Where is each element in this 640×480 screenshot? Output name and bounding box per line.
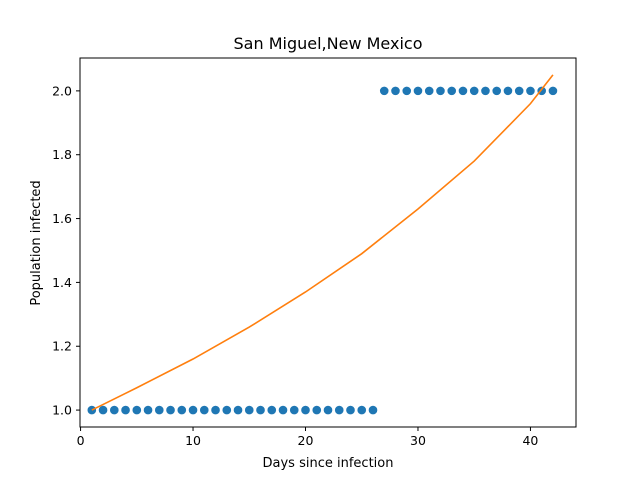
data-point [436, 86, 445, 96]
data-point [424, 86, 434, 96]
x-axis-label: Days since infection [263, 456, 394, 471]
data-point [379, 86, 389, 96]
data-point [132, 405, 142, 415]
data-point [98, 405, 108, 415]
data-point [323, 405, 333, 415]
data-point [289, 405, 299, 415]
data-point [222, 405, 232, 415]
data-point [447, 86, 457, 96]
data-point [267, 405, 277, 415]
data-point [368, 405, 378, 415]
data-point [177, 405, 187, 415]
fit-line [91, 74, 554, 411]
data-point [481, 86, 490, 96]
data-point [548, 86, 558, 96]
x-axis: 0 10 20 30 40 [77, 427, 538, 448]
y-tick-label: 2.0 [52, 83, 72, 98]
data-point [301, 405, 310, 415]
x-tick-label: 0 [77, 433, 85, 448]
plot-area [79, 57, 577, 428]
y-axis-label: Population infected [29, 180, 44, 305]
data-point [143, 405, 153, 415]
data-point [391, 86, 400, 96]
x-tick-label: 40 [522, 433, 538, 448]
data-point [458, 86, 468, 96]
x-tick-label: 20 [298, 433, 314, 448]
data-point [526, 86, 535, 96]
data-point [211, 405, 220, 415]
x-tick-label: 10 [185, 433, 201, 448]
y-tick-label: 1.2 [52, 339, 72, 354]
plot-frame [79, 57, 577, 428]
y-tick-label: 1.6 [52, 211, 72, 226]
data-point [110, 405, 119, 415]
y-tick-label: 1.0 [52, 403, 72, 418]
data-point [334, 405, 344, 415]
data-point [346, 405, 355, 415]
data-point [244, 405, 254, 415]
data-point [87, 405, 97, 415]
data-point [492, 86, 502, 96]
data-point [469, 86, 479, 96]
data-point [256, 405, 265, 415]
data-point [199, 405, 209, 415]
y-axis: 1.0 1.2 1.4 1.6 1.8 2.0 [52, 83, 80, 418]
chart-title: San Miguel,New Mexico [234, 34, 423, 53]
data-point [514, 86, 524, 96]
y-tick-label: 1.4 [52, 275, 72, 290]
data-point [312, 405, 322, 415]
data-point [154, 405, 164, 415]
data-point [278, 405, 288, 415]
data-point [413, 86, 423, 96]
data-point [121, 405, 130, 415]
y-tick-label: 1.8 [52, 147, 72, 162]
x-tick-label: 30 [410, 433, 426, 448]
data-point [357, 405, 367, 415]
data-point [402, 86, 412, 96]
data-point [503, 86, 513, 96]
data-point [233, 405, 243, 415]
data-point [188, 405, 198, 415]
data-point [166, 405, 175, 415]
